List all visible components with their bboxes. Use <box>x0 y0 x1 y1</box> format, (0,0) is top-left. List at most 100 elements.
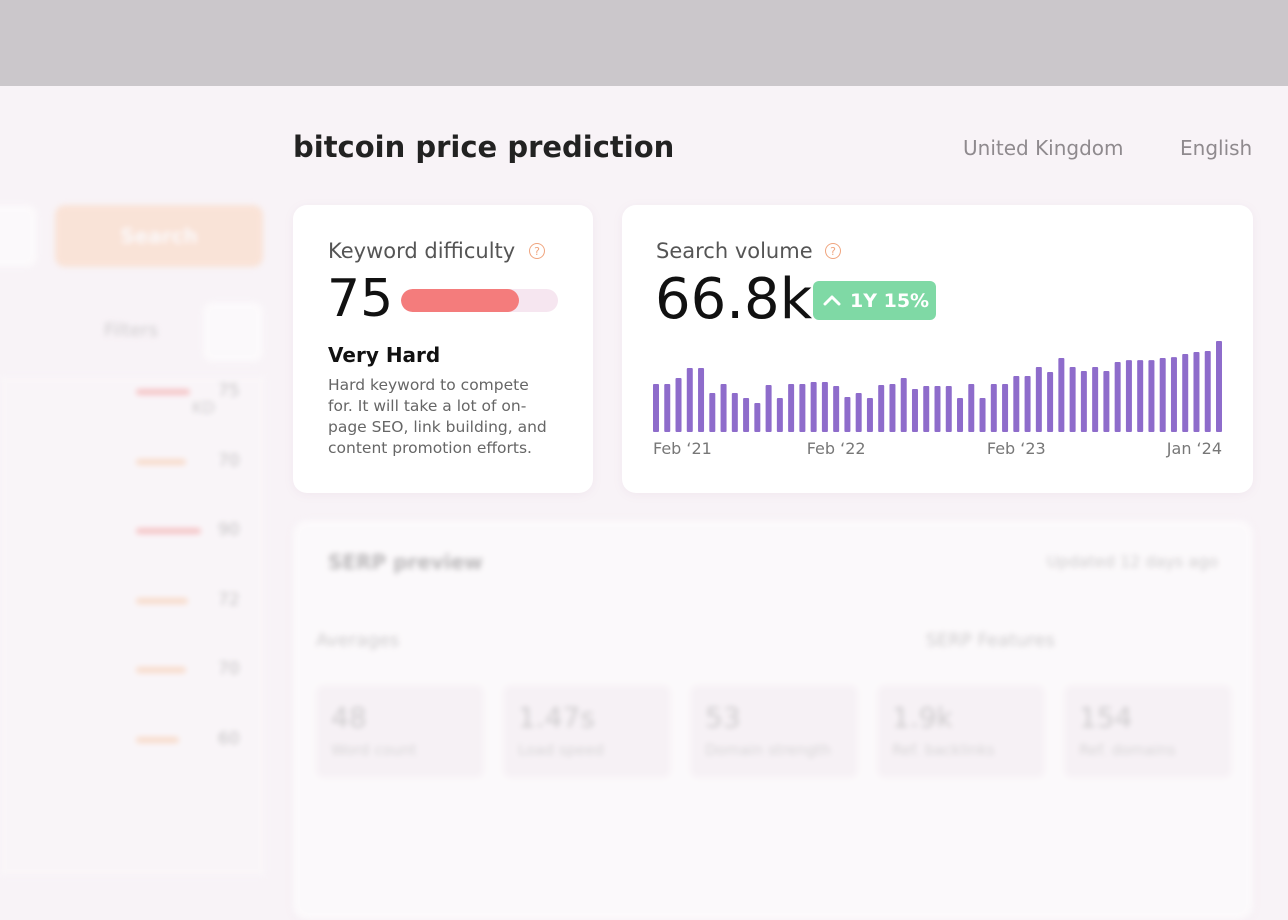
bar <box>1080 370 1087 432</box>
bar <box>1058 358 1065 432</box>
x-tick-label: Jan ‘24 <box>1166 439 1222 458</box>
bar <box>968 384 975 432</box>
kd-value: 70 <box>218 659 240 679</box>
bar <box>923 385 930 432</box>
search-button[interactable]: Search <box>55 205 263 267</box>
bar <box>698 367 705 432</box>
bar <box>889 384 896 432</box>
metric-card: 53 Domain strength <box>690 685 858 778</box>
metric-card: 1.9k Ref. backlinks <box>877 685 1045 778</box>
up-arrow <box>823 295 841 306</box>
help-icon[interactable]: ? <box>825 243 841 259</box>
country[interactable]: United Kingdom <box>963 136 1124 160</box>
bar <box>686 367 693 432</box>
metric-card: 48 Word count <box>316 685 484 778</box>
bar <box>833 385 840 432</box>
filters[interactable]: Filters <box>104 320 158 341</box>
bar <box>810 382 817 432</box>
bar <box>1114 361 1121 432</box>
bar <box>664 384 671 432</box>
bar <box>855 393 862 432</box>
bar <box>720 384 727 432</box>
bar <box>1035 367 1042 432</box>
metric-value: 1.47s <box>518 701 595 734</box>
bar <box>1193 352 1200 432</box>
trend-badge: 1Y 15% <box>813 281 936 320</box>
bar <box>653 384 659 432</box>
difficulty-card: Keyword difficulty ? 75 Very Hard Hard k… <box>293 205 593 493</box>
bar <box>731 393 738 432</box>
bar <box>1204 350 1211 432</box>
bar <box>743 397 750 432</box>
card-title: Keyword difficulty <box>328 239 516 263</box>
bar <box>675 378 682 432</box>
bar <box>776 397 783 432</box>
difficulty-description: Hard keyword to compete for. It will tak… <box>328 376 547 457</box>
help-icon[interactable]: ? <box>529 243 545 259</box>
bar <box>799 384 806 432</box>
kd-bar <box>136 389 190 395</box>
metric-value: 1.9k <box>892 701 953 734</box>
volume-value: 66.8k <box>655 267 813 332</box>
volume-card: Search volume ? 66.8k 1Y 15% Feb ‘21 Feb … <box>622 205 1253 493</box>
language[interactable]: English <box>1180 136 1253 160</box>
bar <box>1047 372 1054 432</box>
bar <box>1148 360 1155 432</box>
kd-value: 90 <box>218 520 240 540</box>
kd-bar <box>136 736 180 743</box>
x-tick-label: Feb ‘22 <box>807 439 866 458</box>
kd-bar <box>136 458 187 465</box>
settings-button[interactable] <box>203 302 263 362</box>
serp-panel: SERP preview Updated 12 days ago Average… <box>293 520 1253 920</box>
serp-features: SERP Features <box>925 630 1055 651</box>
bar <box>1216 341 1222 432</box>
difficulty-value: 75 <box>327 269 394 329</box>
metric-label: Word count <box>331 741 417 759</box>
bar <box>1137 360 1144 432</box>
kd-value: 72 <box>218 589 240 610</box>
keyword-list <box>0 376 265 876</box>
bar <box>900 378 907 432</box>
metric-label: Ref. domains <box>1079 741 1176 759</box>
metric-label: Load speed <box>518 741 605 759</box>
bar <box>1013 376 1020 432</box>
kd-bar <box>136 667 187 673</box>
dropdown[interactable] <box>0 205 37 267</box>
bar <box>934 385 941 432</box>
bar <box>788 384 795 432</box>
bar <box>1159 358 1166 432</box>
metric-value: 48 <box>331 701 367 734</box>
bar <box>1092 367 1099 432</box>
metric-value: 154 <box>1079 701 1133 734</box>
bar <box>990 384 997 432</box>
page-title: bitcoin price prediction <box>293 130 675 164</box>
bar <box>957 397 964 432</box>
updated: Updated 12 days ago <box>1046 552 1218 571</box>
metric-value: 53 <box>705 701 741 734</box>
background-panel: Search Filters KD 75 70 90 72 70 60 SERP prev… <box>0 86 1288 920</box>
bar <box>821 382 828 432</box>
x-tick-label: Feb ‘23 <box>987 439 1046 458</box>
kd-bar <box>136 528 201 534</box>
bar <box>866 397 873 432</box>
kd-value: 60 <box>218 728 240 749</box>
bar <box>765 385 772 432</box>
bar <box>878 385 885 432</box>
averages: Averages <box>316 630 400 651</box>
metric-card: 1.47s Load speed <box>503 685 671 778</box>
bar <box>945 385 952 432</box>
difficulty-fill <box>401 289 519 312</box>
card-title: Search volume <box>656 239 813 263</box>
bar <box>754 402 761 432</box>
bar <box>1182 353 1189 432</box>
kd-value: 70 <box>218 450 240 471</box>
difficulty-level: Very Hard <box>328 343 441 367</box>
kd-bar <box>136 597 188 604</box>
kd-value: 75 <box>218 381 240 401</box>
badge-text: 1Y 15% <box>850 290 930 312</box>
volume-chart: Feb ‘21 Feb ‘22 Feb ‘23 Jan ‘24 <box>653 341 1222 458</box>
metric-label: Domain strength <box>705 741 832 759</box>
difficulty-track <box>401 289 558 312</box>
bar <box>1069 367 1076 432</box>
